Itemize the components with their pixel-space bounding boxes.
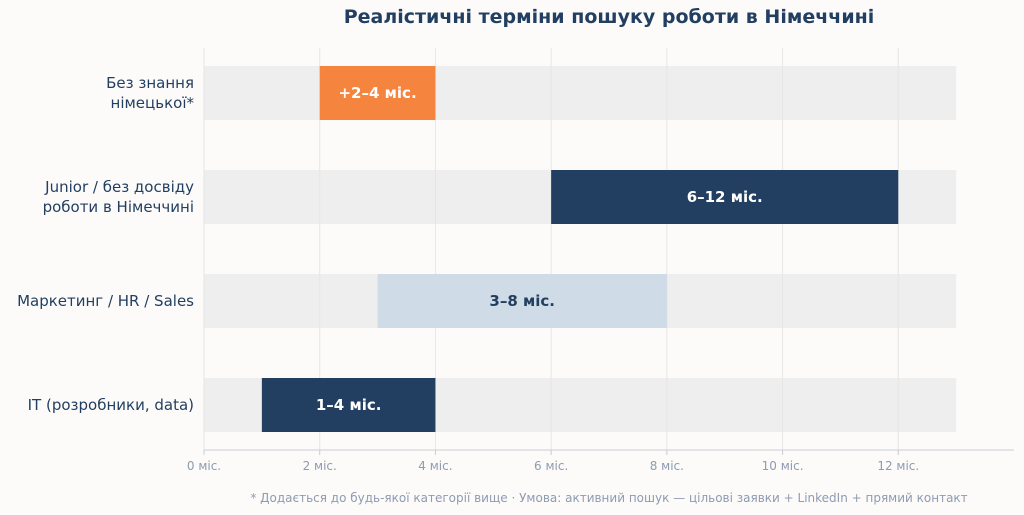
chart-footnote: * Додається до будь-якої категорії вище … — [250, 491, 968, 505]
category-label: німецької* — [111, 94, 195, 112]
range-bar — [261, 378, 436, 432]
category-label: роботи в Німеччині — [43, 198, 194, 216]
bar-data-label: +2–4 міс. — [338, 84, 416, 102]
x-tick-label: 10 міс. — [762, 459, 804, 473]
category-label: Junior / без досвіду — [44, 178, 194, 196]
bar-data-label: 1–4 міс. — [316, 396, 382, 414]
bar-data-label: 6–12 міс. — [687, 188, 763, 206]
bar-track — [204, 66, 957, 120]
bar-data-label: 3–8 міс. — [489, 292, 555, 310]
x-tick-label: 4 міс. — [418, 459, 452, 473]
x-tick-label: 6 міс. — [534, 459, 568, 473]
category-label: IT (розробники, data) — [28, 396, 194, 414]
range-bar — [551, 170, 899, 224]
x-tick-label: 8 міс. — [650, 459, 684, 473]
chart-title: Реалістичні терміни пошуку роботи в Німе… — [343, 6, 875, 28]
x-tick-label: 0 міс. — [187, 459, 221, 473]
range-bar — [377, 274, 667, 328]
category-label: Без знання — [106, 74, 194, 92]
x-tick-label: 2 міс. — [303, 459, 337, 473]
range-bar — [319, 66, 436, 120]
category-label: Маркетинг / HR / Sales — [17, 292, 194, 310]
x-tick-label: 12 міс. — [877, 459, 919, 473]
